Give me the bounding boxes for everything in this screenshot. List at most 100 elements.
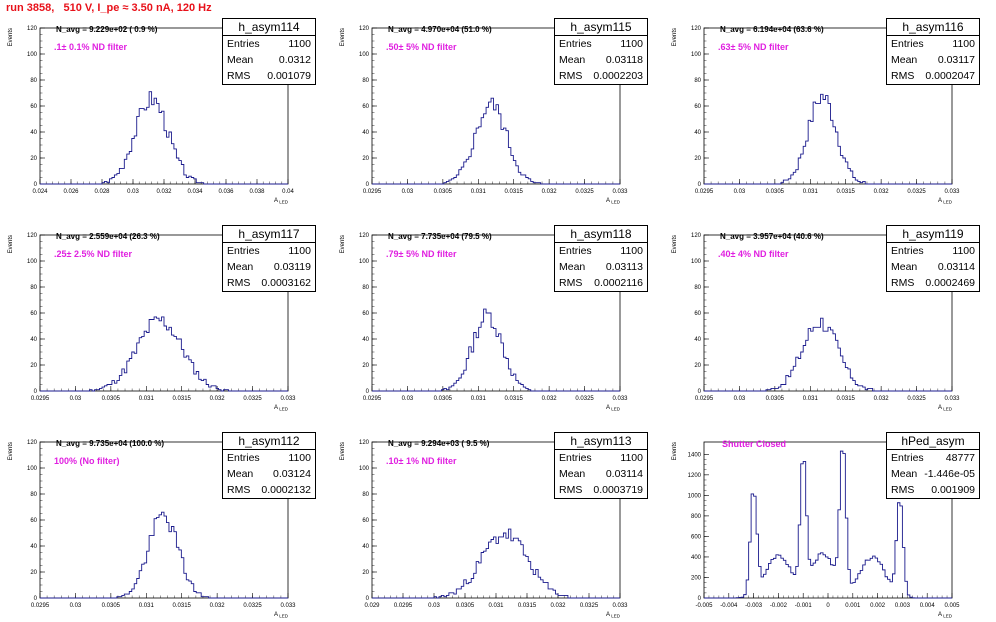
mean-label: Mean [891, 261, 918, 273]
x-tick-label: 0.0325 [575, 396, 594, 402]
histogram-line [40, 511, 288, 599]
x-tick-label: 0.031 [803, 189, 819, 195]
y-tick-label: 80 [362, 492, 369, 498]
rms-value: 0.001909 [931, 484, 975, 496]
stats-row-mean: Mean 0.03117 [887, 52, 979, 68]
rms-value: 0.0003719 [593, 484, 643, 496]
y-tick-label: 0 [34, 182, 38, 188]
entries-label: Entries [227, 38, 260, 50]
y-axis-label: Events [8, 442, 14, 460]
y-tick-label: 0 [366, 596, 370, 602]
y-tick-label: 100 [27, 259, 38, 265]
y-tick-label: 40 [362, 130, 369, 136]
stats-title: h_asym112 [223, 433, 315, 450]
x-axis-label-sub: LED [942, 200, 953, 205]
x-tick-label: 0.003 [895, 603, 911, 609]
x-tick-label: 0.033 [944, 396, 960, 402]
stats-row-entries: Entries 1100 [555, 450, 647, 466]
x-tick-label: 0.001 [845, 603, 861, 609]
filter-note: .25± 2.5% ND filter [54, 249, 132, 259]
y-axis-label: Events [340, 235, 346, 253]
page-title: run 3858, 510 V, I_pe ≈ 3.50 nA, 120 Hz [6, 2, 212, 14]
x-tick-label: 0.033 [612, 189, 628, 195]
stats-row-mean: Mean 0.0312 [223, 52, 315, 68]
x-tick-label: 0.0295 [31, 396, 50, 402]
stats-title: hPed_asym [887, 433, 979, 450]
rms-label: RMS [559, 70, 583, 82]
y-tick-label: 1200 [688, 473, 702, 479]
stats-title: h_asym113 [555, 433, 647, 450]
y-tick-label: 120 [359, 233, 370, 239]
histogram-svg: 0 200 400 600 800 1000 1200 1400 -0.005 -0.004 -0.… [672, 441, 960, 619]
x-axis-label: A LED [274, 405, 289, 412]
x-tick-label: 0.0315 [173, 396, 192, 402]
y-tick-label: 20 [694, 363, 701, 369]
y-tick-label: 80 [30, 492, 37, 498]
x-tick-label: 0.0295 [363, 396, 382, 402]
y-tick-label: 60 [30, 104, 37, 110]
entries-value: 1100 [620, 38, 643, 50]
navg-label: N_avg = 2.559e+04 (26.3 %) [56, 232, 160, 241]
stats-row-entries: Entries 1100 [555, 36, 647, 52]
rms-value: 0.001079 [267, 70, 311, 82]
rms-label: RMS [227, 277, 251, 289]
rms-label: RMS [891, 70, 915, 82]
x-axis-label-sub: LED [610, 407, 621, 412]
entries-label: Entries [559, 452, 592, 464]
x-tick-label: 0.0325 [575, 189, 594, 195]
y-tick-label: 40 [30, 544, 37, 550]
x-tick-label: 0.0315 [173, 603, 192, 609]
histogram-line [40, 91, 288, 185]
x-tick-label: 0.026 [63, 189, 79, 195]
y-tick-label: 600 [691, 534, 702, 540]
x-tick-label: 0.032 [550, 603, 566, 609]
histogram-panel: 0 20 40 60 80 100 120 0.024 0.026 0.028 0.03 0.032 0… [0, 0, 332, 207]
x-tick-label: 0.0325 [243, 603, 262, 609]
mean-label: Mean [227, 54, 254, 66]
entries-value: 1100 [952, 245, 975, 257]
histogram-svg: 0 20 40 60 80 100 120 0.029 0.0295 0.03 0.0305 0.03… [340, 440, 628, 619]
navg-label: N_avg = 9.735e+04 (100.0 %) [56, 439, 165, 448]
x-tick-label: 0.031 [803, 396, 819, 402]
stats-box: h_asym116 Entries 1100 Mean 0.03117 RMS 0.0… [886, 18, 980, 85]
x-tick-label: 0.024 [32, 189, 48, 195]
histogram-line [372, 528, 620, 599]
filter-note: 100% (No filter) [54, 456, 120, 466]
navg-label: N_avg = 6.194e+04 (63.6 %) [720, 25, 824, 34]
x-tick-label: 0.03 [127, 189, 139, 195]
x-tick-label: 0.0325 [907, 396, 926, 402]
histogram-svg: 0 20 40 60 80 100 120 0.0295 0.03 0.0305 0.031 0.03… [340, 26, 628, 205]
histogram-line [40, 316, 288, 392]
stats-box: h_asym113 Entries 1100 Mean 0.03114 RMS 0.0… [554, 432, 648, 499]
y-tick-label: 100 [359, 259, 370, 265]
x-tick-label: 0.0325 [907, 189, 926, 195]
stats-row-rms: RMS 0.0003162 [223, 275, 315, 291]
navg-label: N_avg = 9.294e+03 ( 9.5 %) [388, 439, 490, 448]
y-tick-label: 0 [698, 182, 702, 188]
y-tick-label: 60 [362, 104, 369, 110]
histogram-svg: 0 20 40 60 80 100 120 0.0295 0.03 0.0305 0.031 0.03… [8, 440, 296, 619]
x-axis-label: A LED [606, 612, 621, 619]
y-tick-label: 80 [694, 285, 701, 291]
histogram-line [704, 317, 952, 392]
rms-value: 0.0002203 [593, 70, 643, 82]
y-tick-label: 40 [362, 544, 369, 550]
y-tick-label: 120 [691, 233, 702, 239]
filter-note: .40± 4% ND filter [718, 249, 789, 259]
x-axis-label: A LED [274, 612, 289, 619]
navg-label: N_avg = 3.957e+04 (40.6 %) [720, 232, 824, 241]
x-tick-label: -0.004 [720, 603, 738, 609]
entries-value: 1100 [288, 245, 311, 257]
x-tick-label: 0.028 [94, 189, 110, 195]
y-tick-label: 40 [362, 337, 369, 343]
y-tick-label: 20 [30, 363, 37, 369]
x-tick-label: 0.0315 [837, 396, 856, 402]
y-tick-label: 1400 [688, 452, 702, 458]
histogram-panel: 0 200 400 600 800 1000 1200 1400 -0.005 -0.004 -0.… [664, 414, 996, 621]
y-tick-label: 80 [30, 78, 37, 84]
stats-row-mean: Mean 0.03114 [887, 259, 979, 275]
y-tick-label: 80 [362, 78, 369, 84]
x-tick-label: 0.0315 [505, 189, 524, 195]
x-tick-label: 0.032 [874, 396, 890, 402]
